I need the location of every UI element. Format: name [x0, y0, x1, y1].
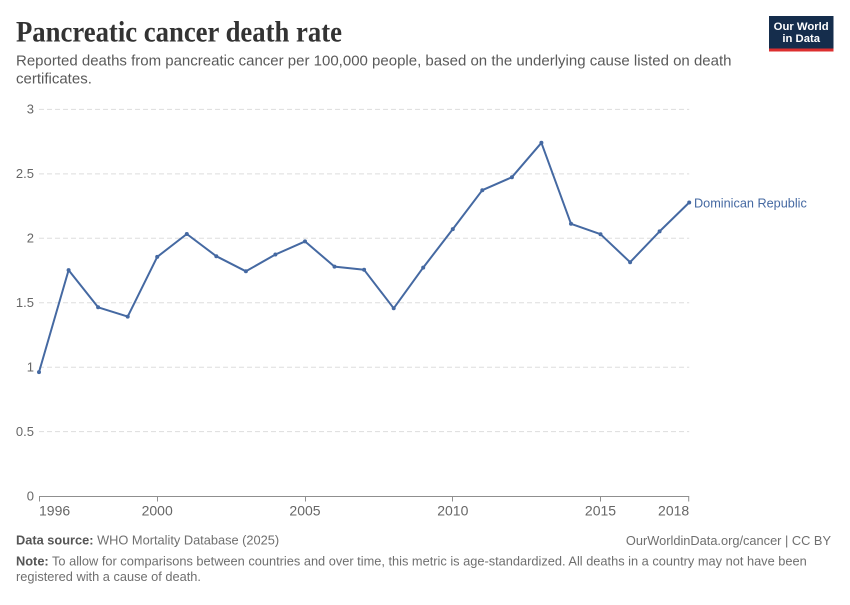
- svg-text:1996: 1996: [39, 503, 70, 519]
- svg-text:0.5: 0.5: [16, 424, 34, 439]
- svg-text:Pancreatic cancer death rate: Pancreatic cancer death rate: [16, 16, 342, 49]
- svg-text:certificates.: certificates.: [16, 70, 92, 87]
- svg-text:2010: 2010: [437, 503, 468, 519]
- svg-text:1.5: 1.5: [16, 295, 34, 310]
- svg-text:Dominican Republic: Dominican Republic: [694, 197, 807, 211]
- svg-text:OurWorldinData.org/cancer | CC: OurWorldinData.org/cancer | CC BY: [626, 533, 832, 548]
- svg-text:2018: 2018: [658, 503, 689, 519]
- svg-text:3: 3: [27, 102, 34, 117]
- svg-text:2.5: 2.5: [16, 166, 34, 181]
- svg-text:2005: 2005: [289, 503, 320, 519]
- svg-text:2015: 2015: [585, 503, 616, 519]
- svg-text:2: 2: [27, 231, 34, 246]
- svg-text:registered with a cause of dea: registered with a cause of death.: [16, 569, 201, 584]
- svg-text:1: 1: [27, 360, 34, 375]
- svg-text:2000: 2000: [142, 503, 173, 519]
- svg-text:Note: To allow for comparisons: Note: To allow for comparisons between c…: [16, 553, 807, 568]
- svg-text:Our World: Our World: [774, 21, 829, 33]
- svg-text:Data source: WHO Mortality Dat: Data source: WHO Mortality Database (202…: [16, 533, 279, 548]
- svg-text:in Data: in Data: [782, 33, 820, 45]
- svg-text:0: 0: [27, 488, 34, 503]
- svg-text:Reported deaths from pancreati: Reported deaths from pancreatic cancer p…: [16, 53, 731, 70]
